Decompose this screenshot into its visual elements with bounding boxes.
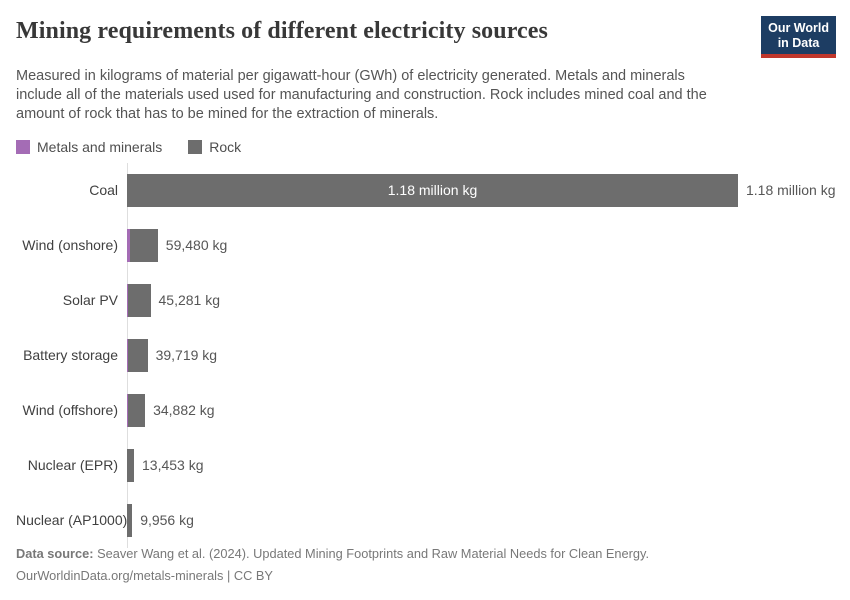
bar-rock-segment[interactable]: [127, 448, 134, 482]
bar[interactable]: [127, 448, 134, 482]
data-source-line: Data source: Seaver Wang et al. (2024). …: [16, 543, 649, 565]
chart-header: Mining requirements of different electri…: [16, 16, 836, 58]
bar-metals-segment[interactable]: [127, 393, 128, 427]
owid-logo: Our World in Data: [761, 16, 836, 58]
bar-rock-segment[interactable]: [128, 283, 151, 317]
bar-rock-segment[interactable]: [128, 338, 148, 372]
owid-logo-line2: in Data: [777, 36, 820, 50]
data-source-text: Seaver Wang et al. (2024). Updated Minin…: [93, 546, 650, 561]
bar-category-label: Battery storage: [23, 347, 118, 364]
bar-rock-segment[interactable]: [127, 173, 738, 207]
chart-footer: Data source: Seaver Wang et al. (2024). …: [16, 543, 649, 587]
bar-category-label: Wind (offshore): [22, 402, 118, 419]
bar-row: Battery storage 39,719 kg: [16, 328, 834, 383]
bar-category-label: Coal: [89, 182, 118, 199]
bar-row: Wind (onshore) 59,480 kg: [16, 218, 834, 273]
bar-value-label: 13,453 kg: [142, 457, 204, 474]
page-title: Mining requirements of different electri…: [16, 18, 548, 44]
legend-item-metals: Metals and minerals: [16, 139, 162, 155]
bar-value-label: 34,882 kg: [153, 402, 215, 419]
bar-metals-segment[interactable]: [127, 228, 130, 262]
bar-category-label: Nuclear (AP1000): [16, 512, 128, 529]
chart-subtitle: Measured in kilograms of material per gi…: [16, 68, 707, 123]
legend-label-metals: Metals and minerals: [37, 138, 163, 155]
bar-value-label: 39,719 kg: [155, 347, 218, 364]
bar[interactable]: [127, 393, 146, 427]
legend-item-rock: Rock: [188, 139, 241, 155]
bar[interactable]: [127, 228, 158, 262]
license-line: OurWorldinData.org/metals-minerals | CC …: [16, 568, 273, 583]
rock-swatch-icon: [188, 139, 203, 154]
legend-label-rock: Rock: [209, 138, 242, 155]
bar-value-label: 9,956 kg: [140, 512, 194, 529]
bar-row: Nuclear (AP1000) 9,956 kg: [16, 493, 834, 548]
bar-category-label: Solar PV: [62, 292, 118, 309]
bar-chart: Coal 1.18 million kg 1.18 million kg Win…: [16, 162, 836, 548]
bar-row: Coal 1.18 million kg 1.18 million kg: [16, 163, 836, 218]
bar-row: Wind (offshore) 34,882 kg: [16, 383, 834, 438]
bar[interactable]: [127, 338, 148, 372]
bar-value-label: 45,281 kg: [158, 292, 221, 309]
bar[interactable]: [127, 503, 133, 537]
data-source-prefix: Data source:: [16, 546, 94, 561]
bar-value-label: 1.18 million kg: [746, 182, 836, 199]
bar-rock-segment[interactable]: [127, 503, 133, 537]
bar-rock-segment[interactable]: [128, 393, 146, 427]
bar-row: Solar PV 45,281 kg: [16, 273, 834, 328]
bar-rock-segment[interactable]: [130, 228, 158, 262]
bar[interactable]: 1.18 million kg: [127, 173, 738, 207]
owid-logo-line1: Our World: [768, 21, 829, 35]
bar-metals-segment[interactable]: [127, 338, 128, 372]
chart-legend: Metals and minerals Rock: [16, 139, 834, 155]
bar[interactable]: [127, 283, 151, 317]
metals-swatch-icon: [16, 139, 30, 154]
bar-category-label: Nuclear (EPR): [27, 457, 118, 474]
bar-value-label: 59,480 kg: [165, 237, 228, 254]
bar-metals-segment[interactable]: [127, 283, 128, 317]
bar-row: Nuclear (EPR) 13,453 kg: [16, 438, 834, 493]
bar-category-label: Wind (onshore): [22, 237, 118, 254]
